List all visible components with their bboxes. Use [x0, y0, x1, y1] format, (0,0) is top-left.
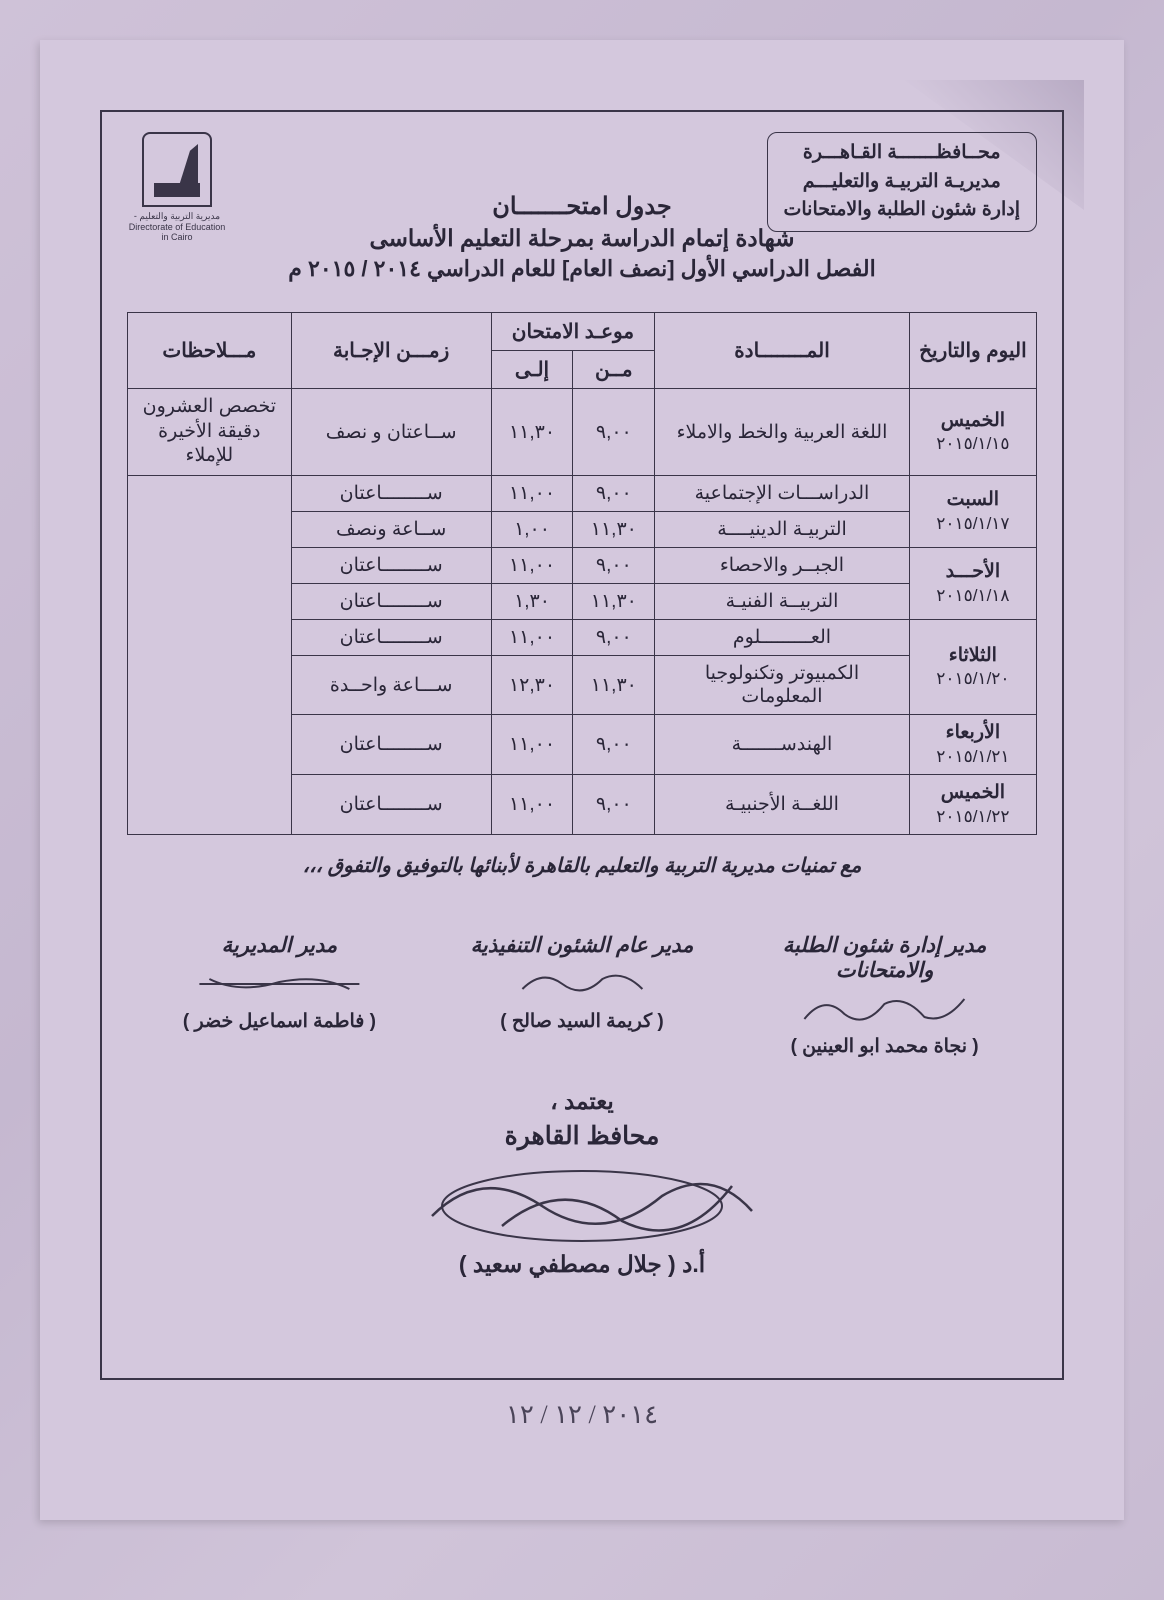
th-from: مــن [573, 351, 655, 389]
to-cell: ١١,٠٠ [491, 476, 573, 512]
th-subject: المــــــــادة [655, 313, 910, 389]
signature-scribble-icon [440, 964, 725, 1004]
governor-approve: يعتمد ، [127, 1088, 1037, 1115]
th-notes: مـــلاحظات [128, 313, 292, 389]
from-cell: ٩,٠٠ [573, 389, 655, 476]
governor-signature-icon [382, 1156, 782, 1246]
gov-line2: مديريـة التربيـة والتعليـــم [784, 168, 1021, 197]
day-date: ٢٠١٥/١/١٥ [918, 433, 1028, 455]
day-name: الثلاثاء [918, 644, 1028, 669]
sig-title: مدير المديرية [137, 933, 422, 958]
subject-cell: التربيـة الدينيــــة [655, 512, 910, 548]
from-cell: ٩,٠٠ [573, 715, 655, 775]
signature-scribble-icon [742, 989, 1027, 1029]
signature-left: مدير المديرية ( فاطمة اسماعيل خضر ) [137, 933, 422, 1058]
to-cell: ١١,٠٠ [491, 548, 573, 584]
governorate-box: محــافظـــــــة القـاهـــرة مديريـة التر… [767, 132, 1038, 232]
th-time: موعـد الامتحان [491, 313, 655, 351]
sig-name: ( كريمة السيد صالح ) [440, 1010, 725, 1033]
notes-cell: تخصص العشرون دقيقة الأخيرة للإملاء [128, 389, 292, 476]
day-name: الأربعاء [918, 721, 1028, 746]
sig-title: مدير إدارة شئون الطلبة والامتحانات [742, 933, 1027, 983]
subject-cell: الكمبيوتر وتكنولوجيا المعلومات [655, 656, 910, 715]
handwritten-date: ٢٠١٤ / ١٢ / ١٢ [506, 1400, 658, 1430]
subject-cell: الجبــر والاحصاء [655, 548, 910, 584]
to-cell: ١١,٠٠ [491, 774, 573, 834]
day-date: ٢٠١٥/١/١٨ [918, 585, 1028, 607]
to-cell: ١١,٠٠ [491, 715, 573, 775]
to-cell: ١,٣٠ [491, 584, 573, 620]
from-cell: ١١,٣٠ [573, 584, 655, 620]
day-date: ٢٠١٥/١/٢٠ [918, 668, 1028, 690]
duration-cell: ســــــــاعتان [291, 774, 491, 834]
duration-cell: ســاعة ونصف [291, 512, 491, 548]
sig-title: مدير عام الشئون التنفيذية [440, 933, 725, 958]
signatures-row: مدير إدارة شئون الطلبة والامتحانات ( نجا… [127, 933, 1037, 1058]
from-cell: ١١,٣٠ [573, 656, 655, 715]
governor-name: أ.د ( جلال مصطفي سعيد ) [127, 1251, 1037, 1278]
day-name: الأحـــد [918, 560, 1028, 585]
duration-cell: ســــــــاعتان [291, 548, 491, 584]
duration-cell: ســــــــاعتان [291, 476, 491, 512]
gov-line1: محــافظـــــــة القـاهـــرة [784, 139, 1021, 168]
day-name: الخميس [918, 781, 1028, 806]
table-row: السبت٢٠١٥/١/١٧ الدراســـات الإجتماعية ٩,… [128, 476, 1037, 512]
from-cell: ٩,٠٠ [573, 774, 655, 834]
duration-cell: ســــــــاعتان [291, 620, 491, 656]
to-cell: ١,٠٠ [491, 512, 573, 548]
subject-cell: العـــــــــلوم [655, 620, 910, 656]
subject-cell: الهندســـــــة [655, 715, 910, 775]
th-day: اليوم والتاريخ [909, 313, 1036, 389]
notes-cell-empty [128, 476, 292, 835]
sig-name: ( نجاة محمد ابو العينين ) [742, 1035, 1027, 1058]
schedule-body: الخميس٢٠١٥/١/١٥ اللغة العربية والخط والا… [128, 389, 1037, 835]
to-cell: ١١,٣٠ [491, 389, 573, 476]
title-line3: الفصل الدراسي الأول [نصف العام] للعام ال… [127, 256, 1037, 282]
duration-cell: ســاعتان و نصف [291, 389, 491, 476]
signature-scribble-icon [137, 964, 422, 1004]
table-row: الخميس٢٠١٥/١/١٥ اللغة العربية والخط والا… [128, 389, 1037, 476]
subject-cell: اللغة العربية والخط والاملاء [655, 389, 910, 476]
day-date: ٢٠١٥/١/٢١ [918, 746, 1028, 768]
duration-cell: ســــــــاعتان [291, 715, 491, 775]
governor-title: محافظ القاهرة [127, 1121, 1037, 1151]
subject-cell: التربيــة الفنيـة [655, 584, 910, 620]
from-cell: ٩,٠٠ [573, 476, 655, 512]
day-name: السبت [918, 488, 1028, 513]
logo-block: مديرية التربية والتعليم - Directorate of… [127, 132, 227, 242]
sig-name: ( فاطمة اسماعيل خضر ) [137, 1010, 422, 1033]
from-cell: ١١,٣٠ [573, 512, 655, 548]
day-name: الخميس [918, 409, 1028, 434]
signature-right: مدير إدارة شئون الطلبة والامتحانات ( نجا… [742, 933, 1027, 1058]
duration-cell: ســــــــاعتان [291, 584, 491, 620]
from-cell: ٩,٠٠ [573, 548, 655, 584]
wishes-text: مع تمنيات مديرية التربية والتعليم بالقاه… [127, 853, 1037, 878]
subject-cell: اللغــة الأجنبيـة [655, 774, 910, 834]
subject-cell: الدراســـات الإجتماعية [655, 476, 910, 512]
cairo-logo-icon [142, 132, 212, 207]
to-cell: ١٢,٣٠ [491, 656, 573, 715]
duration-cell: ســـاعة واحــدة [291, 656, 491, 715]
exam-schedule-table: اليوم والتاريخ المــــــــادة موعـد الام… [127, 312, 1037, 835]
to-cell: ١١,٠٠ [491, 620, 573, 656]
governor-block: يعتمد ، محافظ القاهرة أ.د ( جلال مصطفي س… [127, 1088, 1037, 1278]
content-border: محــافظـــــــة القـاهـــرة مديريـة التر… [100, 110, 1064, 1380]
logo-caption: مديرية التربية والتعليم - Directorate of… [127, 211, 227, 242]
th-to: إلـى [491, 351, 573, 389]
th-duration: زمـــن الإجـابة [291, 313, 491, 389]
document-page: محــافظـــــــة القـاهـــرة مديريـة التر… [40, 40, 1124, 1520]
signature-center: مدير عام الشئون التنفيذية ( كريمة السيد … [440, 933, 725, 1058]
gov-line3: إدارة شئون الطلبة والامتحانات [784, 196, 1021, 225]
day-date: ٢٠١٥/١/١٧ [918, 513, 1028, 535]
day-date: ٢٠١٥/١/٢٢ [918, 806, 1028, 828]
from-cell: ٩,٠٠ [573, 620, 655, 656]
